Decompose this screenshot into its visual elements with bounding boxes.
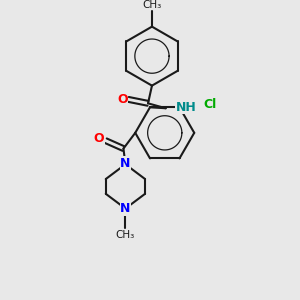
Text: CH₃: CH₃ — [116, 230, 135, 240]
Text: N: N — [120, 202, 130, 215]
Text: O: O — [117, 93, 128, 106]
Text: CH₃: CH₃ — [142, 0, 162, 10]
Text: NH: NH — [176, 101, 196, 114]
Text: Cl: Cl — [203, 98, 216, 111]
Text: N: N — [120, 157, 130, 170]
Text: O: O — [94, 132, 104, 145]
